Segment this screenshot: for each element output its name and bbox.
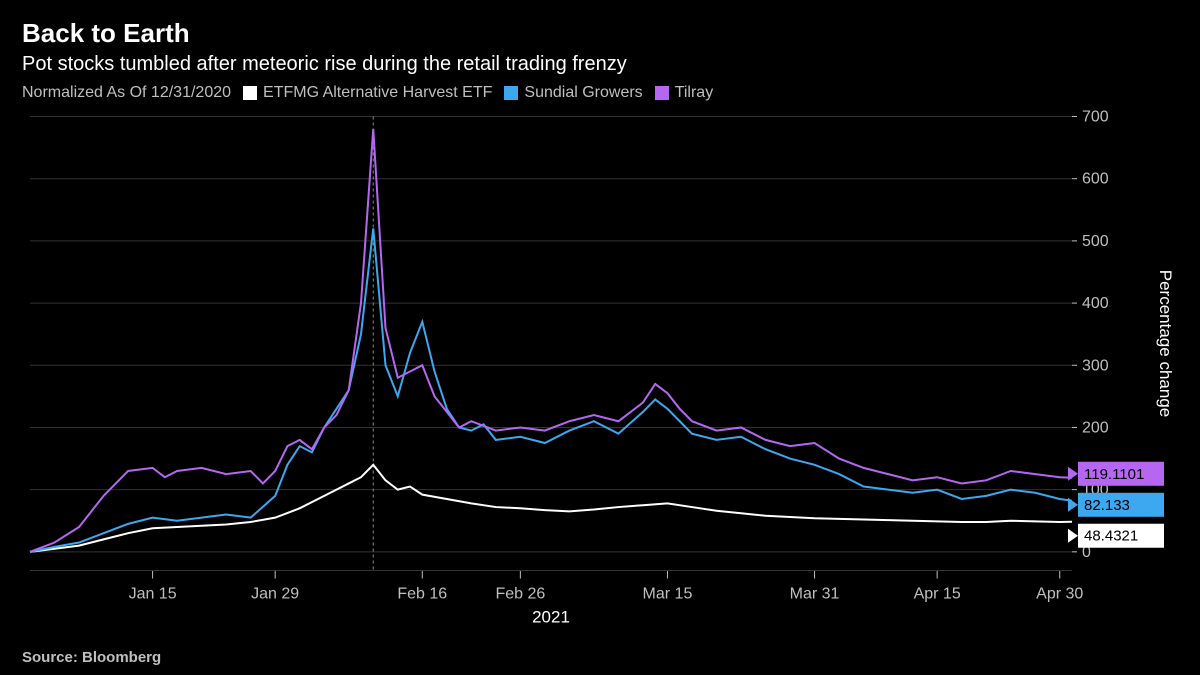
svg-text:300: 300 (1082, 357, 1109, 374)
svg-text:Feb 26: Feb 26 (495, 586, 545, 603)
svg-text:Feb 16: Feb 16 (397, 586, 447, 603)
svg-text:500: 500 (1082, 233, 1109, 250)
legend: Normalized As Of 12/31/2020 ETFMG Altern… (22, 84, 1178, 102)
legend-swatch-0 (243, 86, 257, 100)
source-label: Source: Bloomberg (22, 649, 1178, 666)
chart-title: Back to Earth (22, 18, 1178, 49)
legend-item-0: ETFMG Alternative Harvest ETF (243, 84, 492, 102)
legend-label-0: ETFMG Alternative Harvest ETF (263, 84, 492, 102)
legend-swatch-1 (504, 86, 518, 100)
chart-svg: 0100200300400500600700Jan 15Jan 29Feb 16… (22, 108, 1178, 643)
chart-subtitle: Pot stocks tumbled after meteoric rise d… (22, 53, 1178, 76)
svg-text:2021: 2021 (532, 608, 570, 627)
svg-text:Apr 30: Apr 30 (1036, 586, 1083, 603)
legend-swatch-2 (655, 86, 669, 100)
svg-text:Jan 15: Jan 15 (129, 586, 177, 603)
chart-area: 0100200300400500600700Jan 15Jan 29Feb 16… (22, 108, 1178, 643)
svg-text:Mar 31: Mar 31 (790, 586, 840, 603)
svg-text:600: 600 (1082, 171, 1109, 188)
legend-label-2: Tilray (675, 84, 714, 102)
legend-item-1: Sundial Growers (504, 84, 642, 102)
svg-text:Apr 15: Apr 15 (914, 586, 961, 603)
svg-text:Jan 29: Jan 29 (251, 586, 299, 603)
legend-label-1: Sundial Growers (524, 84, 642, 102)
normalized-label: Normalized As Of 12/31/2020 (22, 84, 231, 102)
svg-text:82.133: 82.133 (1084, 497, 1130, 514)
svg-text:700: 700 (1082, 109, 1109, 126)
svg-text:Mar 15: Mar 15 (643, 586, 693, 603)
svg-text:119.1101: 119.1101 (1084, 466, 1144, 483)
svg-text:Percentage change: Percentage change (1156, 270, 1175, 417)
svg-text:200: 200 (1082, 419, 1109, 436)
svg-text:400: 400 (1082, 295, 1109, 312)
legend-item-2: Tilray (655, 84, 714, 102)
svg-text:48.4321: 48.4321 (1084, 528, 1138, 545)
